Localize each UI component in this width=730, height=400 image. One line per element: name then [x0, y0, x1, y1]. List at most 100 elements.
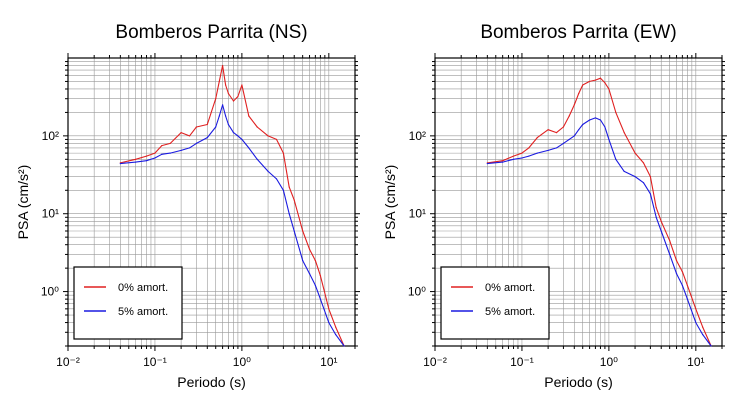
data-point [608, 88, 610, 90]
data-point [275, 178, 278, 180]
data-point [547, 149, 549, 152]
data-point [660, 220, 662, 222]
axis-ticks [63, 53, 360, 351]
data-point [562, 126, 565, 128]
data-point [288, 186, 290, 188]
data-point [521, 157, 523, 159]
data-point [343, 345, 345, 347]
data-point [528, 147, 530, 149]
data-point [634, 152, 636, 154]
data-point [588, 80, 591, 83]
data-point [227, 123, 230, 126]
data-point [568, 138, 570, 141]
axis-ticks [430, 53, 727, 351]
x-tick-label: 10⁰ [233, 355, 251, 369]
data-point [275, 138, 278, 141]
data-point [573, 135, 575, 137]
data-point [319, 298, 322, 300]
data-point [145, 160, 148, 162]
legend: 0% amort. 5% amort. [73, 266, 183, 340]
data-point [215, 126, 217, 128]
series-line-1 [120, 104, 345, 347]
data-point [293, 199, 295, 201]
data-point [669, 240, 671, 242]
chart-panel-1: Bomberos Parrita (EW) 10⁻² 10⁻¹ 10⁰ 10¹ 10⁰ 10… [382, 22, 727, 390]
x-tick-label: 10⁻² [56, 355, 80, 369]
y-tick-label: 10² [409, 129, 426, 143]
data-point [180, 149, 182, 152]
data-point [655, 216, 657, 218]
data-point [623, 132, 625, 134]
data-point [180, 132, 182, 134]
data-point [241, 84, 243, 86]
data-point [555, 132, 558, 134]
data-point [227, 92, 230, 95]
data-point [232, 100, 235, 102]
data-point [702, 334, 704, 336]
data-point [293, 230, 295, 232]
data-point [675, 273, 678, 275]
series-line-0 [120, 64, 345, 347]
data-point [686, 284, 689, 287]
data-point [314, 259, 316, 262]
data-point [119, 163, 121, 165]
data-point [206, 123, 208, 126]
data-point [649, 193, 651, 195]
data-point [660, 230, 662, 232]
plot-frame [434, 57, 723, 347]
data-point [145, 155, 148, 157]
data-point [562, 142, 565, 145]
data-point [615, 111, 617, 114]
y-axis-label: PSA (cm/s²) [382, 165, 398, 240]
legend-label: 5% amort. [485, 306, 535, 318]
x-tick-label: 10⁻² [423, 355, 447, 369]
legend: 0% amort. 5% amort. [440, 266, 550, 340]
data-point [681, 271, 683, 273]
legend-label: 0% amort. [485, 282, 535, 294]
data-point [215, 98, 217, 100]
data-point [314, 284, 316, 287]
data-point [319, 275, 322, 277]
data-point [588, 119, 591, 121]
data-point [486, 163, 488, 165]
data-point [237, 135, 239, 137]
data-point [608, 138, 610, 141]
data-point [599, 77, 602, 79]
x-axis-label: Periodo (s) [177, 374, 245, 390]
data-point [188, 147, 191, 149]
data-point [578, 129, 580, 131]
x-tick-label: 10¹ [320, 355, 337, 369]
data-point [599, 119, 602, 121]
y-tick-label: 10⁰ [408, 285, 426, 299]
data-point [582, 123, 584, 126]
data-point [218, 80, 220, 83]
data-point [225, 84, 227, 86]
legend-label: 0% amort. [118, 282, 168, 294]
data-point [555, 147, 558, 149]
data-point [578, 92, 580, 95]
data-point [502, 160, 504, 162]
y-tick-label: 10¹ [42, 207, 59, 221]
data-point [241, 138, 243, 141]
data-point [237, 95, 239, 98]
data-point [218, 115, 220, 117]
data-point [573, 104, 575, 106]
series-line-1 [487, 117, 712, 347]
data-point [649, 175, 651, 178]
data-point [282, 189, 284, 191]
chart-panel-0: Bomberos Parrita (NS) 10⁻² 10⁻¹ 10⁰ 10¹ 10⁰ 10… [15, 22, 360, 390]
x-tick-label: 10⁻¹ [510, 355, 534, 369]
data-point [655, 206, 657, 209]
x-tick-label: 10⁻¹ [143, 355, 167, 369]
data-point [335, 334, 337, 336]
data-point [188, 135, 191, 137]
data-point [604, 126, 606, 128]
data-point [221, 104, 224, 106]
chart-title: Bomberos Parrita (NS) [115, 22, 307, 43]
y-tick-label: 10⁰ [41, 285, 59, 299]
data-point [335, 326, 337, 328]
legend-box [73, 266, 183, 340]
data-point [642, 182, 645, 184]
data-point [594, 117, 597, 119]
